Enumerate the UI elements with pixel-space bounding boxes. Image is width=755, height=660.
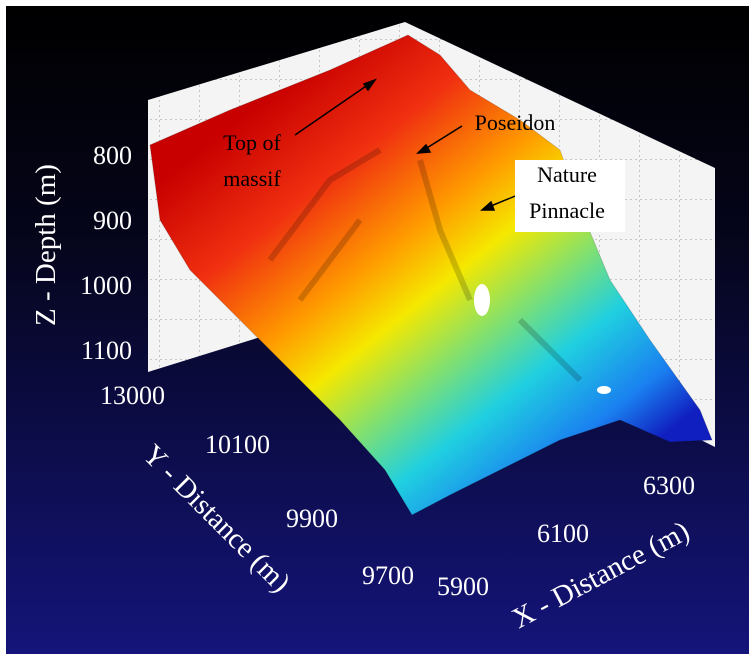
x-tick-label: 6300 (643, 471, 695, 500)
surface-gap (597, 386, 611, 394)
annotation: Poseidon (475, 110, 556, 135)
y-tick-label: 9900 (286, 504, 338, 533)
z-tick-label: 1000 (80, 271, 132, 300)
annotation: Nature (537, 162, 597, 187)
x-tick-label: 5900 (437, 572, 489, 601)
surface-gap (474, 284, 490, 316)
annotation: Top of (223, 130, 281, 155)
annotation: Pinnacle (529, 198, 605, 223)
y-tick-label: 9700 (362, 561, 414, 590)
x-tick-label: 6100 (537, 519, 589, 548)
annotation: massif (223, 166, 281, 191)
figure: Top of massif Poseidon Nature Pinnacle Z… (0, 0, 755, 660)
y-tick-label: 10100 (205, 430, 270, 459)
z-tick-label: 1100 (81, 336, 132, 365)
z-tick-label: 900 (93, 206, 132, 235)
z-tick-label: 800 (93, 141, 132, 170)
y-tick-label: 13000 (100, 381, 165, 410)
z-axis-label: Z - Depth (m) (30, 164, 62, 326)
